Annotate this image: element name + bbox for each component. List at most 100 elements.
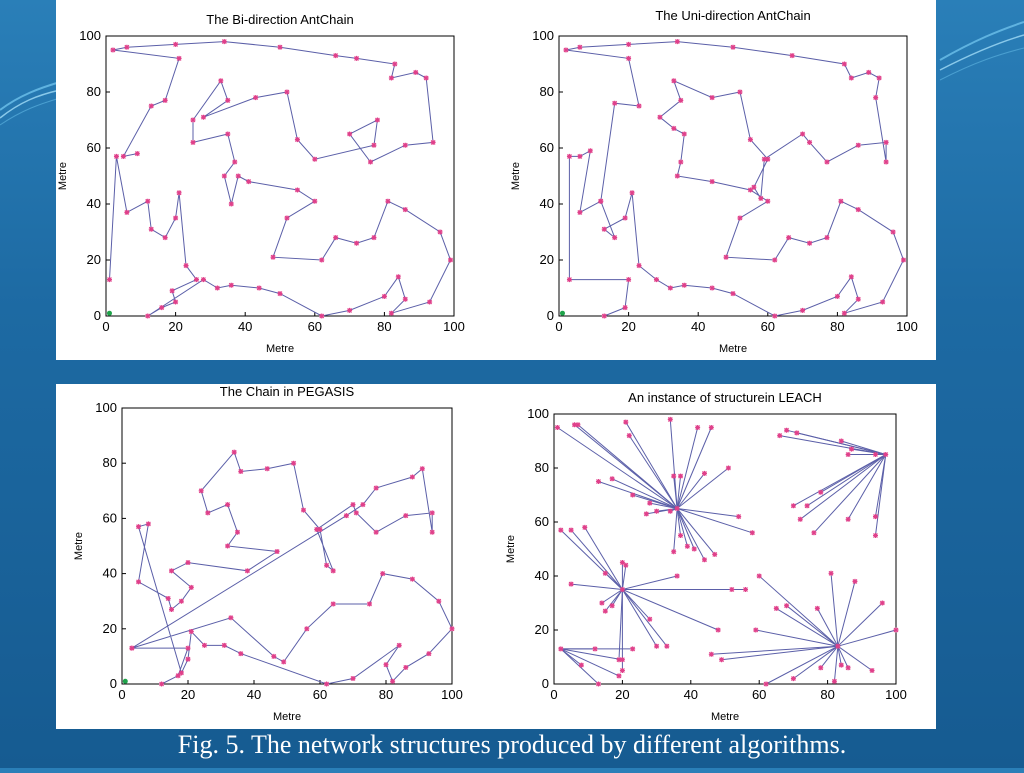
- x-tick-label: 0: [550, 687, 557, 702]
- sensor-node-marker: [712, 551, 718, 557]
- sensor-node-marker: [568, 527, 574, 533]
- sensor-node-marker: [654, 643, 660, 649]
- sensor-node-marker: [188, 629, 194, 635]
- sensor-node-marker: [402, 296, 408, 302]
- cluster-link: [625, 421, 678, 509]
- sensor-node-marker: [448, 257, 454, 263]
- sensor-node-marker: [890, 229, 896, 235]
- cluster-link: [604, 572, 623, 590]
- sensor-node-marker: [185, 656, 191, 662]
- sensor-node-marker: [554, 425, 560, 430]
- x-tick-label: 0: [102, 319, 109, 334]
- sensor-node-marker: [654, 508, 660, 514]
- cluster-link: [837, 602, 883, 647]
- sensor-node-marker: [343, 513, 349, 519]
- sensor-node-marker: [396, 642, 402, 648]
- sensor-node-marker: [807, 139, 813, 145]
- figure-panel-top: 0 20 40 60 80 100 0 20 40 60 80 100 The Bi-direction…: [56, 0, 936, 360]
- sensor-node-marker: [373, 529, 379, 535]
- sensor-node-marker: [577, 153, 583, 159]
- sensor-node-marker: [715, 627, 721, 633]
- sensor-node-marker: [354, 240, 360, 246]
- sensor-node-marker: [176, 55, 182, 61]
- sensor-node-marker: [381, 293, 387, 299]
- sensor-node-marker: [390, 678, 396, 684]
- sensor-node-marker: [395, 274, 401, 280]
- sensor-node-marker: [173, 215, 179, 221]
- sensor-node-marker: [630, 646, 636, 652]
- cluster-link: [837, 629, 897, 647]
- cluster-link: [711, 645, 838, 655]
- sensor-node-marker: [301, 507, 306, 513]
- sensor-node-marker: [225, 131, 231, 137]
- sensor-node-marker: [709, 95, 715, 101]
- sensor-node-marker: [667, 285, 673, 291]
- sensor-node-marker: [636, 263, 642, 269]
- sensor-node-marker: [221, 173, 227, 179]
- y-tick-label: 0: [547, 308, 554, 323]
- y-tick-label: 80: [87, 84, 101, 99]
- sensor-node-marker: [678, 533, 684, 538]
- sensor-node-marker: [623, 419, 629, 425]
- cluster-link: [833, 646, 839, 682]
- sensor-node-marker: [314, 526, 320, 532]
- sensor-node-marker: [643, 511, 649, 517]
- sensor-node-marker: [136, 524, 141, 530]
- sensor-node-marker: [626, 55, 632, 61]
- cluster-link: [837, 645, 849, 669]
- plot-uni-direction: 0 20 40 60 80 100 0 20 40 60 80 100 The Uni-directio…: [510, 8, 918, 355]
- x-tick-label: 100: [443, 319, 465, 334]
- sensor-node-marker: [753, 627, 759, 633]
- y-tick-label: 20: [103, 621, 117, 636]
- x-tick-label: 80: [377, 319, 391, 334]
- y-tick-label: 60: [540, 140, 554, 155]
- x-axis-label: Metre: [719, 343, 747, 355]
- x-tick-label: 60: [752, 687, 766, 702]
- chart-title: The Uni-direction AntChain: [655, 8, 810, 23]
- sensor-node-marker: [577, 209, 583, 215]
- sensor-node-marker: [623, 562, 629, 568]
- x-tick-label: 0: [118, 687, 125, 702]
- sensor-node-marker: [761, 156, 767, 162]
- cluster-link: [560, 648, 582, 666]
- sensor-node-marker: [804, 503, 810, 509]
- sensor-node-marker: [855, 142, 861, 148]
- cluster-link: [837, 646, 842, 666]
- plot-frame: [105, 35, 455, 317]
- sensor-node-marker: [221, 642, 227, 648]
- sensor-node-marker: [354, 55, 360, 61]
- sensor-node-marker: [772, 257, 778, 263]
- sensor-node-marker: [814, 605, 820, 611]
- sensor-node-marker: [612, 100, 618, 106]
- sensor-node-marker: [110, 47, 116, 53]
- cluster-link: [560, 648, 620, 677]
- chart-title: An instance of structurein LEACH: [628, 390, 822, 405]
- sensor-node-marker: [350, 675, 356, 681]
- cluster-link: [571, 583, 623, 590]
- cluster-link: [621, 589, 658, 647]
- sensor-node-marker: [120, 153, 126, 159]
- sink-node-marker: [106, 310, 112, 316]
- x-axis-label: Metre: [266, 343, 294, 355]
- sensor-node-marker: [312, 156, 318, 162]
- sensor-node-marker: [385, 198, 391, 204]
- cluster-link: [677, 508, 739, 518]
- sensor-node-marker: [730, 291, 736, 297]
- y-axis-label: Metre: [73, 532, 85, 560]
- cluster-link: [851, 448, 886, 455]
- sensor-node-marker: [601, 226, 607, 232]
- cluster-head-marker: [835, 643, 841, 649]
- sensor-node-marker: [681, 131, 687, 137]
- sensor-node-marker: [880, 299, 886, 305]
- sensor-node-marker: [566, 277, 572, 283]
- sensor-node-marker: [145, 313, 151, 319]
- sensor-node-marker: [786, 235, 792, 241]
- cluster-link: [618, 589, 623, 660]
- sensor-node-marker: [423, 75, 429, 81]
- sensor-node-marker: [253, 95, 259, 101]
- sensor-node-marker: [409, 576, 415, 582]
- cluster-link: [673, 476, 678, 509]
- sensor-node-marker: [883, 159, 889, 165]
- sensor-node-marker: [198, 488, 204, 494]
- sensor-node-marker: [758, 195, 764, 201]
